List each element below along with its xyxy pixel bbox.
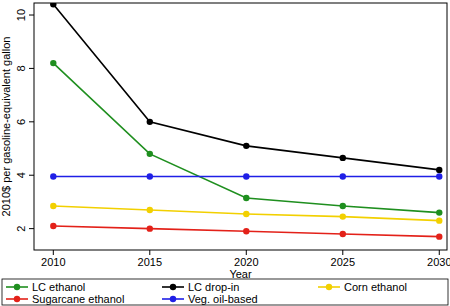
legend-label: LC drop-in — [188, 281, 239, 293]
y-tick-label: 6 — [15, 119, 27, 125]
series-marker — [340, 173, 346, 179]
x-tick-label: 2030 — [427, 256, 450, 268]
legend-marker — [170, 296, 176, 302]
legend: LC ethanol LC drop-in Corn ethanol Sugarcan… — [2, 279, 448, 305]
legend-label: Veg. oil-based — [188, 293, 258, 305]
series-line — [53, 206, 439, 221]
series-marker — [147, 207, 153, 213]
series-marker — [436, 173, 442, 179]
series-marker — [243, 143, 249, 149]
series-marker — [436, 233, 442, 239]
x-tick — [246, 250, 247, 255]
series-marker — [340, 155, 346, 161]
y-tick — [29, 228, 34, 229]
legend-label: LC ethanol — [32, 281, 85, 293]
chart-svg: 2 4 6 8 10 2010 2015 2020 2025 2030 2010$ per gaso… — [0, 0, 450, 306]
series-marker — [243, 173, 249, 179]
legend-marker — [170, 284, 176, 290]
x-tick-label: 2025 — [331, 256, 355, 268]
series-marker — [147, 119, 153, 125]
x-tick-label: 2020 — [234, 256, 258, 268]
series-marker — [436, 167, 442, 173]
x-tick-label: 2010 — [41, 256, 65, 268]
legend-label: Corn ethanol — [344, 281, 407, 293]
plot-area — [50, 3, 442, 240]
y-tick — [29, 15, 34, 16]
x-tick-label: 2015 — [138, 256, 162, 268]
x-tick — [149, 250, 150, 255]
series-marker — [50, 60, 56, 66]
legend-label: Sugarcane ethanol — [32, 293, 124, 305]
y-axis-title: 2010$ per gasoline-equivalent gallon — [0, 37, 12, 217]
series-marker — [340, 203, 346, 209]
y-tick-label: 2 — [15, 226, 27, 232]
series-marker — [436, 217, 442, 223]
y-tick — [29, 175, 34, 176]
series-marker — [50, 203, 56, 209]
series-marker — [436, 209, 442, 215]
legend-marker — [14, 296, 20, 302]
x-tick — [53, 250, 54, 255]
series-marker — [340, 231, 346, 237]
series-marker — [50, 3, 56, 8]
series-marker — [147, 173, 153, 179]
legend-marker — [326, 284, 332, 290]
plot-frame — [34, 3, 447, 250]
x-tick — [439, 250, 440, 255]
series-line — [53, 63, 439, 213]
y-tick-label: 10 — [15, 9, 27, 21]
series-line — [53, 226, 439, 237]
chart-container: 2 4 6 8 10 2010 2015 2020 2025 2030 2010$ per gaso… — [0, 0, 450, 306]
y-tick-label: 8 — [15, 65, 27, 71]
series-marker — [243, 195, 249, 201]
series-marker — [147, 225, 153, 231]
series-marker — [243, 228, 249, 234]
y-tick-label: 4 — [15, 172, 27, 178]
x-axis-title: Year — [229, 268, 252, 280]
series-line — [53, 4, 439, 170]
x-tick — [342, 250, 343, 255]
legend-marker — [14, 284, 20, 290]
series-marker — [340, 213, 346, 219]
series-marker — [50, 223, 56, 229]
y-tick — [29, 68, 34, 69]
legend-box — [2, 279, 448, 305]
y-tick — [29, 121, 34, 122]
series-marker — [243, 211, 249, 217]
series-marker — [147, 151, 153, 157]
series-marker — [50, 173, 56, 179]
